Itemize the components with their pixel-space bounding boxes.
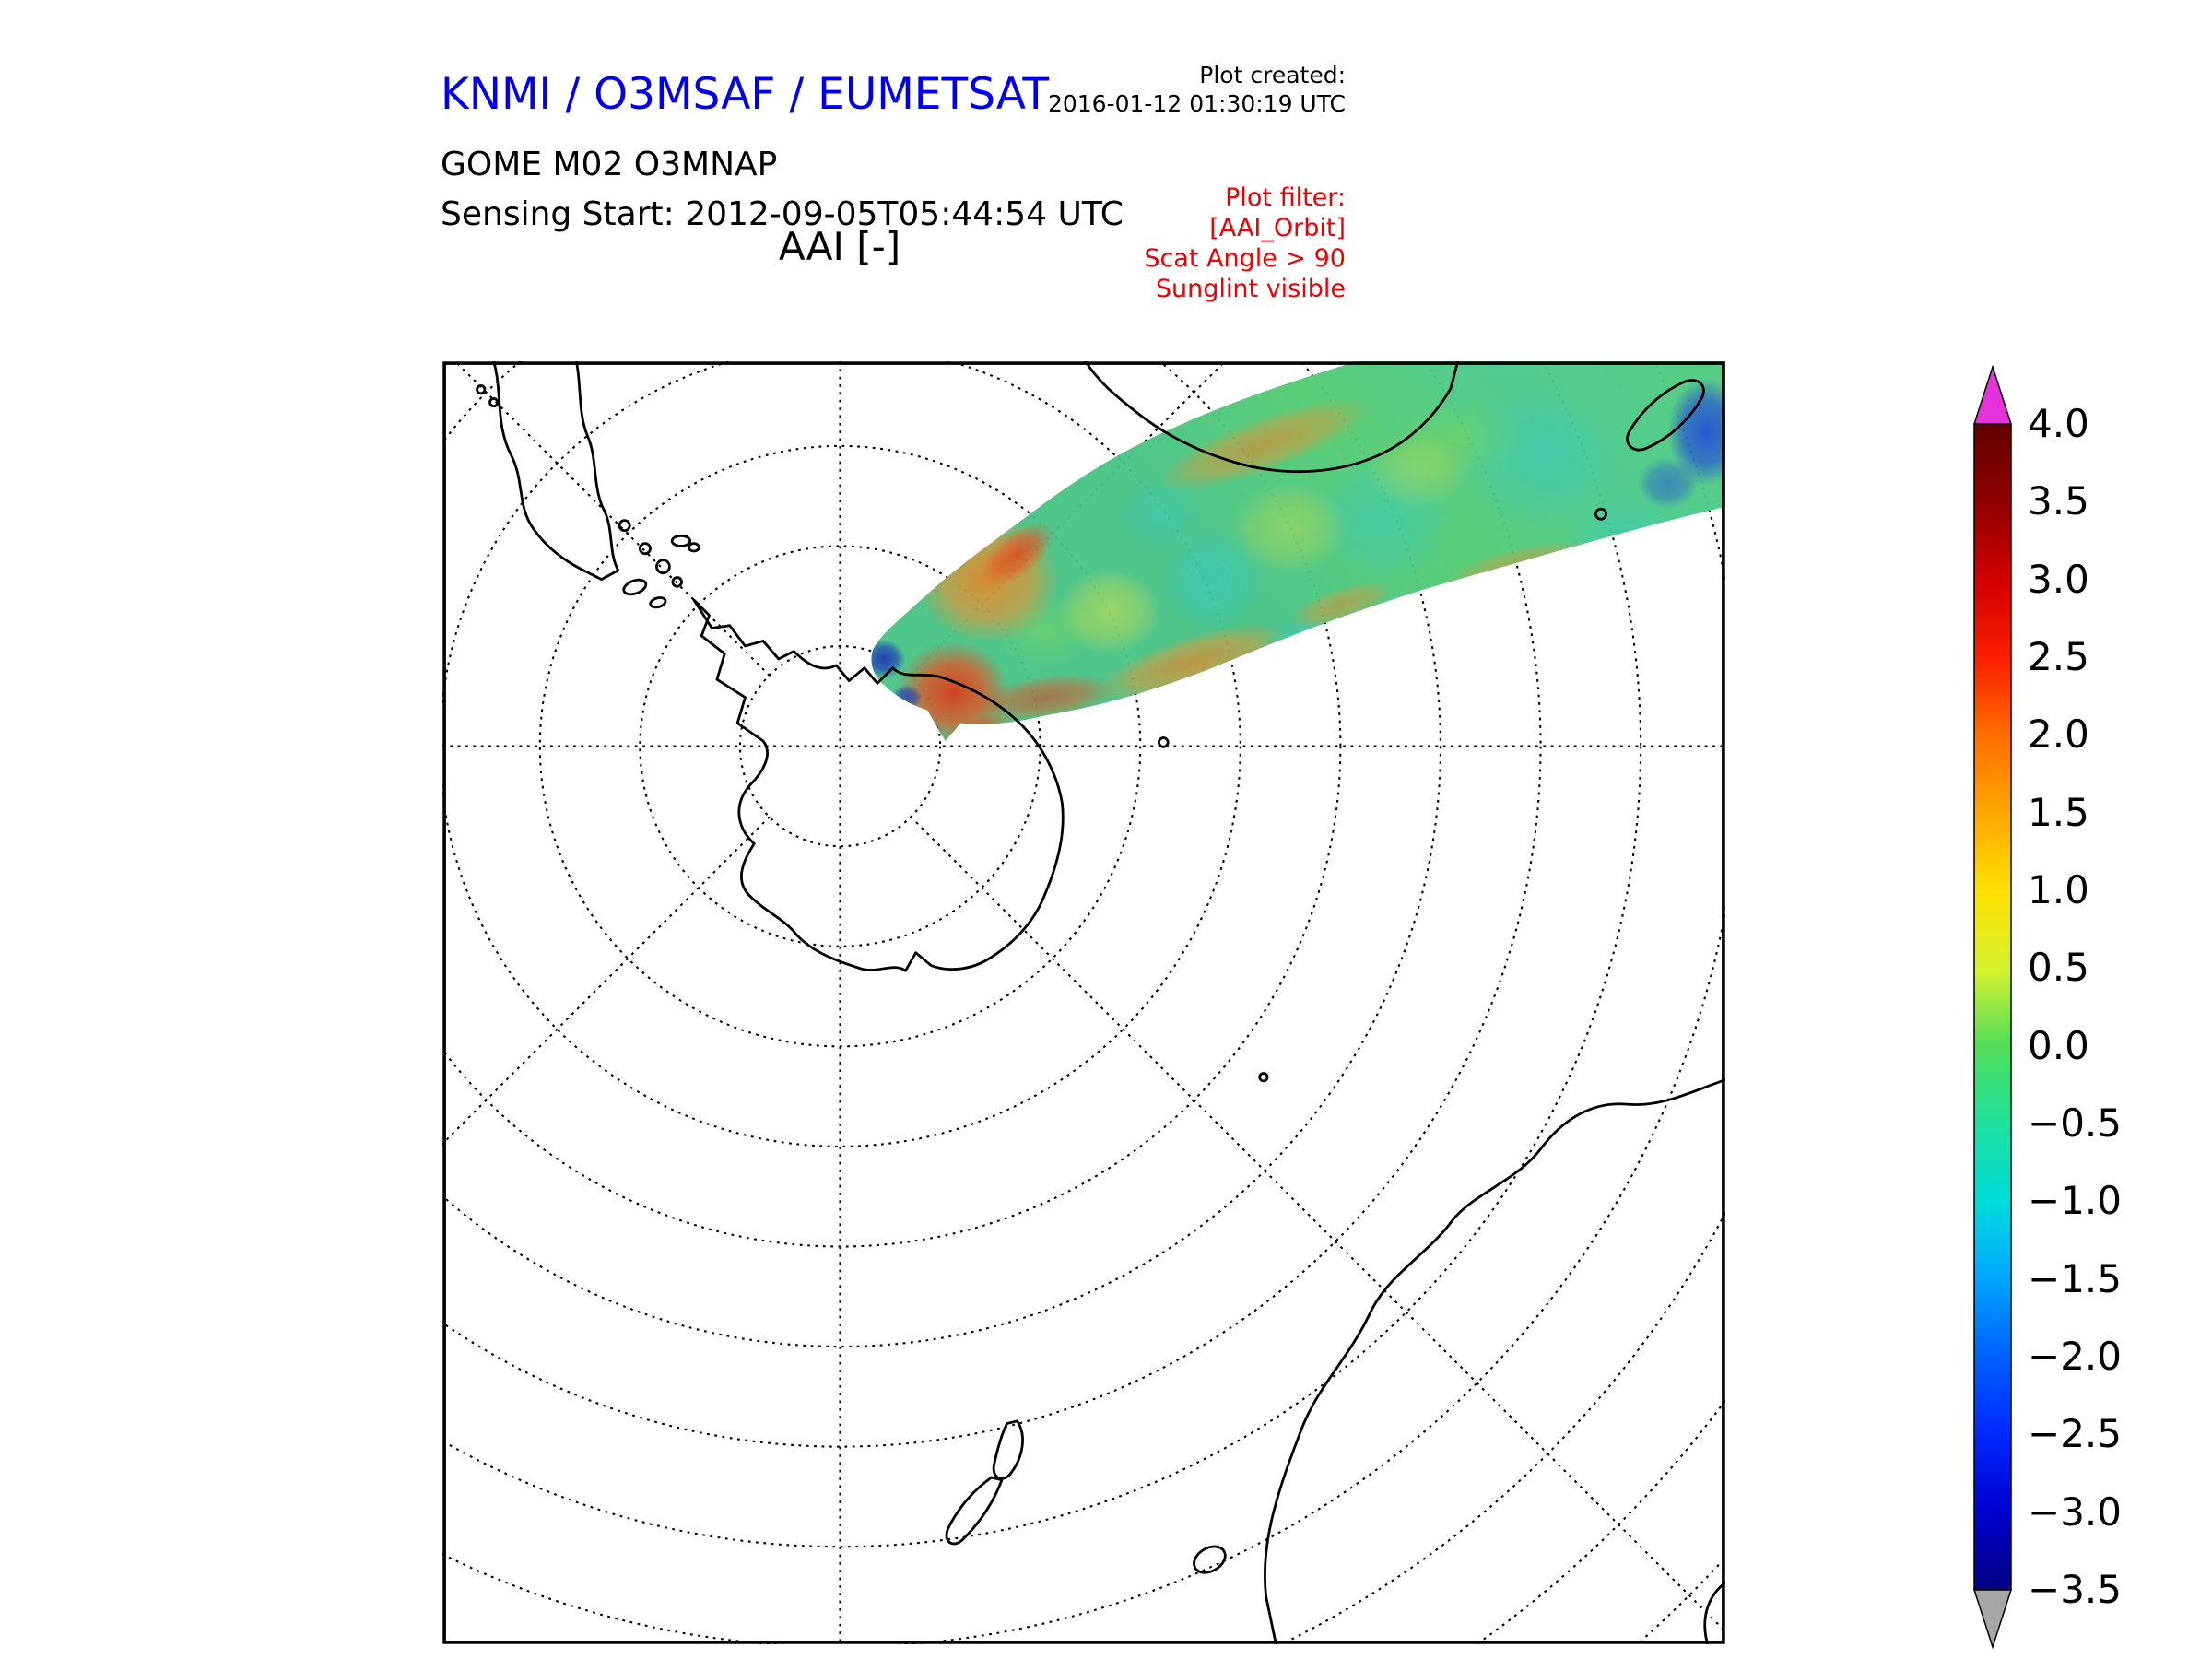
colorbar xyxy=(1972,364,2013,1650)
filter-line: Plot filter: xyxy=(1225,183,1346,212)
colorbar-tick: −2.5 xyxy=(2028,1411,2122,1457)
plot-created-block: Plot created: 2016-01-12 01:30:19 UTC xyxy=(977,61,1346,118)
colorbar-tick: 2.5 xyxy=(2028,633,2089,679)
colorbar-tick: 0.0 xyxy=(2028,1022,2089,1068)
plot-created-label: Plot created: xyxy=(1199,62,1346,88)
sensing-start-line: Sensing Start: 2012-09-05T05:44:54 UTC xyxy=(441,195,1124,233)
colorbar-tick: −3.5 xyxy=(2028,1566,2122,1612)
filter-line: Sunglint visible xyxy=(1155,275,1346,303)
colorbar-tick: −3.0 xyxy=(2028,1488,2122,1535)
antarctica-coast xyxy=(692,598,1065,972)
colorbar-tick: −2.0 xyxy=(2028,1333,2122,1379)
filter-line: [AAI_Orbit] xyxy=(1209,214,1346,242)
coastlines xyxy=(476,361,1725,1644)
colorbar-scale xyxy=(1973,423,2012,1591)
colorbar-tick: 3.0 xyxy=(2028,556,2089,602)
map-border xyxy=(442,361,1725,1644)
brand-title: KNMI / O3MSAF / EUMETSAT xyxy=(441,69,1050,120)
aai-swath xyxy=(871,361,1725,742)
africa-coast xyxy=(1084,361,1460,474)
australia-coast xyxy=(1263,1078,1725,1644)
map-title: AAI [-] xyxy=(778,224,901,269)
colorbar-tick: −1.5 xyxy=(2028,1255,2122,1301)
madagascar-coast xyxy=(1626,379,1705,452)
colorbar-under-arrow xyxy=(1972,1589,2013,1650)
colorbar-tick: 2.0 xyxy=(2028,712,2089,758)
colorbar-tick: 3.5 xyxy=(2028,478,2089,524)
colorbar-tick: 4.0 xyxy=(2028,401,2089,446)
plot-filter-block: Plot filter: [AAI_Orbit] Scat Angle > 90… xyxy=(977,182,1346,304)
colorbar-tick: 0.5 xyxy=(2028,945,2089,991)
colorbar-tick: −1.0 xyxy=(2028,1178,2122,1224)
colorbar-tick-labels: 4.0 3.5 3.0 2.5 2.0 1.5 1.0 0.5 0.0 −0.5… xyxy=(2028,400,2184,1614)
south-america-coast xyxy=(492,361,620,582)
polar-map xyxy=(442,361,1725,1644)
product-line: GOME M02 O3MNAP xyxy=(441,146,778,183)
plot-created-value: 2016-01-12 01:30:19 UTC xyxy=(1047,90,1346,117)
colorbar-tick: 1.5 xyxy=(2028,789,2089,835)
filter-line: Scat Angle > 90 xyxy=(1144,244,1346,273)
colorbar-over-arrow xyxy=(1972,364,2013,425)
colorbar-tick: 1.0 xyxy=(2028,866,2089,912)
colorbar-tick: −0.5 xyxy=(2028,1100,2122,1146)
new-zealand-coast xyxy=(992,1419,1024,1480)
